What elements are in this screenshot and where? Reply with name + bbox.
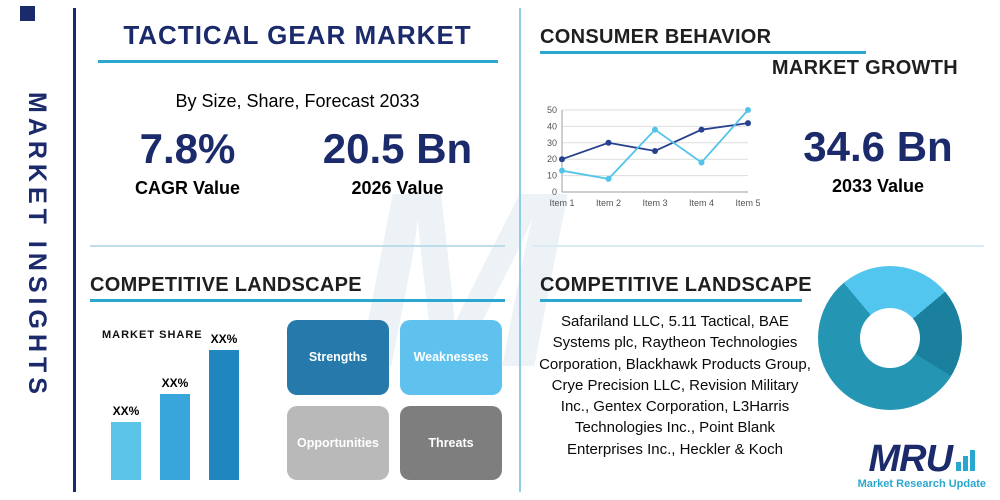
market-share-bar [209, 350, 239, 480]
line-chart-marker [605, 139, 612, 146]
stat-2026-value: 20.5 Bn 2026 Value [300, 125, 495, 199]
line-chart-marker [698, 126, 705, 133]
bar-value-label: XX% [112, 404, 140, 418]
swot-cell-strengths: Strengths [287, 320, 389, 395]
market-growth-line-chart: 0 10 20 30 40 50 Item 1 Item 2 Item 3 Item 4 Item … [547, 105, 760, 208]
competitive-landscape-right-underline [540, 299, 802, 302]
svg-text:30: 30 [547, 138, 557, 148]
svg-text:20: 20 [547, 154, 557, 164]
stat-cagr: 7.8% CAGR Value [105, 125, 270, 199]
line-chart-marker [605, 175, 612, 182]
bar-value-label: XX% [210, 332, 238, 346]
market-share-label: MARKET SHARE [102, 329, 203, 341]
stat-2033-value: 34.6 Bn 2033 Value [778, 123, 978, 197]
market-share-bar-item: XX% [111, 404, 141, 480]
svg-text:50: 50 [547, 105, 557, 115]
market-share-bar-item: XX% [209, 332, 239, 480]
donut-hole [860, 308, 920, 368]
market-share-bar-item: XX% [160, 376, 190, 480]
market-share-bar-chart: XX% XX% XX% [85, 318, 265, 480]
swot-cell-opportunities: Opportunities [287, 405, 389, 480]
line-chart-marker [559, 167, 565, 174]
competitive-landscape-left-underline [90, 299, 505, 302]
svg-text:10: 10 [547, 171, 557, 181]
sidebar-vertical-label: MARKET INSIGHTS [23, 92, 51, 399]
swot-cell-weaknesses: Weaknesses [400, 320, 502, 395]
swot-grid: Strengths Weaknesses Opportunities Threats [287, 320, 502, 480]
column-divider-rule [519, 8, 521, 492]
line-chart-marker [745, 107, 751, 113]
svg-text:40: 40 [547, 121, 557, 131]
line-chart-marker [698, 159, 705, 166]
market-share-bar [111, 422, 141, 480]
logo-text: MRU [868, 437, 954, 480]
label-2033: 2033 Value [831, 176, 925, 197]
value-2026: 20.5 Bn [322, 125, 473, 172]
cagr-label: CAGR Value [134, 178, 241, 199]
left-section-divider [90, 245, 505, 247]
svg-text:0: 0 [552, 187, 557, 197]
market-share-bar [160, 394, 190, 480]
logo-row: MRU [858, 437, 986, 480]
line-chart-marker [652, 126, 658, 133]
sidebar-vertical-rule [73, 8, 76, 492]
bar-value-label: XX% [161, 376, 189, 390]
svg-text:Item 4: Item 4 [689, 198, 714, 208]
svg-text:Item 5: Item 5 [735, 198, 760, 208]
line-chart-marker [745, 120, 751, 127]
page-title: TACTICAL GEAR MARKET [123, 20, 472, 50]
line-chart-marker [559, 156, 565, 163]
corner-square-decoration [20, 6, 35, 21]
market-growth-heading: MARKET GROWTH [771, 57, 958, 79]
donut-chart [818, 266, 962, 410]
title-underline [98, 60, 498, 63]
right-section-divider [532, 245, 984, 247]
cagr-value: 7.8% [139, 125, 236, 172]
competitive-landscape-left-heading: COMPETITIVE LANDSCAPE [90, 274, 362, 296]
value-2033: 34.6 Bn [803, 123, 953, 170]
consumer-behavior-heading: CONSUMER BEHAVIOR [540, 26, 772, 48]
svg-text:Item 2: Item 2 [596, 198, 621, 208]
svg-text:Item 1: Item 1 [549, 198, 574, 208]
logo-tagline: Market Research Update [857, 478, 986, 490]
consumer-behavior-underline [540, 51, 866, 54]
label-2026: 2026 Value [351, 178, 444, 199]
page-subtitle: By Size, Share, Forecast 2033 [175, 91, 420, 111]
companies-list: Safariland LLC, 5.11 Tactical, BAE Syste… [539, 313, 811, 458]
mru-logo: MRU Market Research Update [857, 437, 986, 490]
svg-text:Item 3: Item 3 [642, 198, 667, 208]
logo-bars-icon [956, 450, 976, 471]
swot-cell-threats: Threats [400, 405, 502, 480]
line-chart-marker [652, 148, 658, 154]
competitive-landscape-right-heading: COMPETITIVE LANDSCAPE [540, 274, 812, 296]
